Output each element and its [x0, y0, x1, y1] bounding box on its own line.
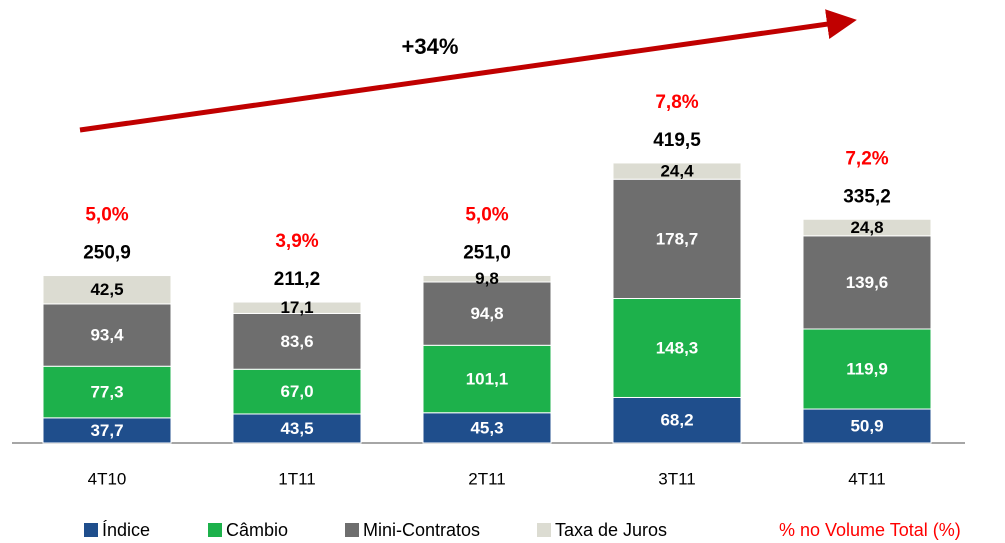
x-tick-label: 4T10 — [88, 469, 127, 488]
legend-label: % no Volume Total (%) — [779, 520, 961, 540]
bar-segment — [802, 328, 932, 410]
legend-swatch — [84, 523, 98, 537]
bar-segment — [612, 396, 742, 444]
bar-segment — [42, 417, 172, 444]
share-label: 5,0% — [85, 205, 128, 226]
bar-segment — [232, 368, 362, 415]
legend-label: Mini-Contratos — [363, 520, 480, 540]
legend-swatch — [345, 523, 359, 537]
annotation: +34% — [402, 34, 459, 59]
segment-label: 68,2 — [660, 411, 693, 430]
total-label: 211,2 — [274, 269, 321, 290]
bar-segment — [422, 274, 552, 283]
segment-label: 50,9 — [850, 416, 883, 435]
legend-label: Índice — [102, 520, 150, 540]
legend-swatch — [537, 523, 551, 537]
segment-label: 83,6 — [280, 332, 313, 351]
x-tick-label: 4T11 — [848, 469, 886, 488]
segment-label: 119,9 — [846, 359, 888, 378]
segment-label: 9,8 — [475, 269, 499, 288]
segment-label: 67,0 — [280, 382, 313, 401]
share-label: 7,2% — [845, 148, 888, 169]
share-label: 5,0% — [465, 204, 508, 225]
growth-arrow — [79, 9, 857, 133]
segment-label: 77,3 — [90, 383, 123, 402]
bar-segment — [422, 344, 552, 414]
total-label: 250,9 — [83, 243, 131, 264]
share-label: 7,8% — [655, 92, 698, 113]
bar-segment — [42, 275, 172, 305]
x-tick-label: 3T11 — [658, 469, 696, 488]
bar-segment — [232, 301, 362, 314]
x-tick-label: 1T11 — [278, 469, 316, 488]
share-label: 3,9% — [275, 231, 318, 252]
legend-label: Câmbio — [226, 520, 288, 540]
bar-segment — [422, 281, 552, 346]
bar-segment — [422, 412, 552, 444]
segment-label: 148,3 — [656, 338, 699, 357]
bar-segment — [802, 235, 932, 330]
segment-label: 45,3 — [470, 418, 503, 437]
segment-label: 24,8 — [850, 218, 883, 237]
segment-label: 93,4 — [90, 326, 124, 345]
total-label: 335,2 — [843, 186, 891, 207]
bar-segment — [42, 365, 172, 419]
segment-label: 42,5 — [90, 280, 123, 299]
segment-label: 139,6 — [846, 273, 889, 292]
bar-segment — [232, 413, 362, 444]
segment-label: 178,7 — [656, 229, 699, 248]
total-label: 251,0 — [463, 242, 511, 263]
segment-label: 37,7 — [90, 421, 123, 440]
legend-label: Taxa de Juros — [555, 520, 667, 540]
bar-segment — [802, 218, 932, 237]
segment-label: 17,1 — [280, 298, 313, 317]
bar-segment — [612, 162, 742, 180]
segment-label: 24,4 — [660, 162, 694, 181]
segment-label: 94,8 — [470, 304, 503, 323]
bar-segment — [612, 297, 742, 398]
bar-segment — [802, 408, 932, 444]
bar-segment — [232, 312, 362, 370]
x-tick-label: 2T11 — [468, 469, 506, 488]
legend-swatch — [208, 523, 222, 537]
total-label: 419,5 — [653, 130, 701, 151]
segment-label: 43,5 — [280, 419, 313, 438]
segment-label: 101,1 — [466, 370, 509, 389]
